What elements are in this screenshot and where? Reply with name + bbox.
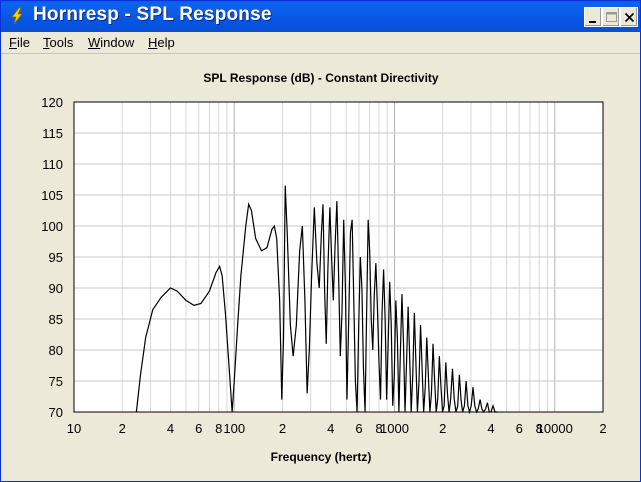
x-tick-label: 10000 <box>537 421 573 436</box>
x-tick-label: 4 <box>327 421 334 436</box>
close-button[interactable] <box>620 7 638 27</box>
y-tick-label: 95 <box>49 250 63 265</box>
x-tick-label: 2 <box>439 421 446 436</box>
title-bar[interactable]: Hornresp - SPL Response <box>1 1 640 32</box>
x-tick-label: 2 <box>279 421 286 436</box>
x-tick-label: 6 <box>516 421 523 436</box>
x-tick-label: 8 <box>215 421 222 436</box>
y-tick-label: 90 <box>49 281 63 296</box>
minimize-button[interactable] <box>584 7 602 27</box>
x-tick-label: 2 <box>599 421 606 436</box>
y-tick-label: 75 <box>49 374 63 389</box>
menu-file-label: File <box>9 35 30 50</box>
spl-curve <box>135 185 498 415</box>
y-tick-label: 105 <box>41 188 63 203</box>
menu-window-label: Window <box>88 35 135 50</box>
window-title: Hornresp - SPL Response <box>33 4 272 25</box>
menu-tools[interactable]: Tools <box>43 35 73 50</box>
menu-file[interactable]: File <box>9 35 30 50</box>
menu-bar: File Tools Window Help <box>1 32 640 54</box>
y-tick-label: 85 <box>49 312 63 327</box>
x-tick-label: 8 <box>375 421 382 436</box>
x-axis-title: Frequency (hertz) <box>271 450 372 464</box>
y-tick-label: 120 <box>41 95 63 110</box>
plot-border <box>73 101 604 413</box>
menu-help-label: Help <box>148 35 175 50</box>
x-tick-label: 6 <box>355 421 362 436</box>
lightning-icon <box>11 7 23 25</box>
x-tick-label: 10 <box>67 421 81 436</box>
x-tick-label: 4 <box>167 421 174 436</box>
y-tick-label: 100 <box>41 219 63 234</box>
y-tick-label: 70 <box>49 405 63 420</box>
spl-response-chart: SPL Response (dB) - Constant Directivity… <box>41 71 607 464</box>
y-axis-ticks: 70 75 80 85 90 95 100 105 110 115 120 <box>41 95 63 420</box>
chart-title: SPL Response (dB) - Constant Directivity <box>203 71 438 85</box>
x-tick-label: 6 <box>195 421 202 436</box>
x-tick-label: 2 <box>119 421 126 436</box>
maximize-icon <box>606 12 617 22</box>
y-tick-label: 110 <box>42 157 63 172</box>
x-tick-label: 100 <box>223 421 245 436</box>
y-tick-label: 80 <box>49 343 63 358</box>
y-tick-label: 115 <box>42 126 63 141</box>
menu-help[interactable]: Help <box>148 35 175 50</box>
close-icon <box>624 12 635 23</box>
x-tick-label: 8 <box>536 421 543 436</box>
x-tick-label: 1000 <box>380 421 409 436</box>
menu-window[interactable]: Window <box>88 35 134 50</box>
minimize-icon <box>589 21 596 23</box>
menu-tools-label: Tools <box>43 35 74 50</box>
maximize-button[interactable] <box>602 7 620 27</box>
x-tick-label: 4 <box>487 421 494 436</box>
